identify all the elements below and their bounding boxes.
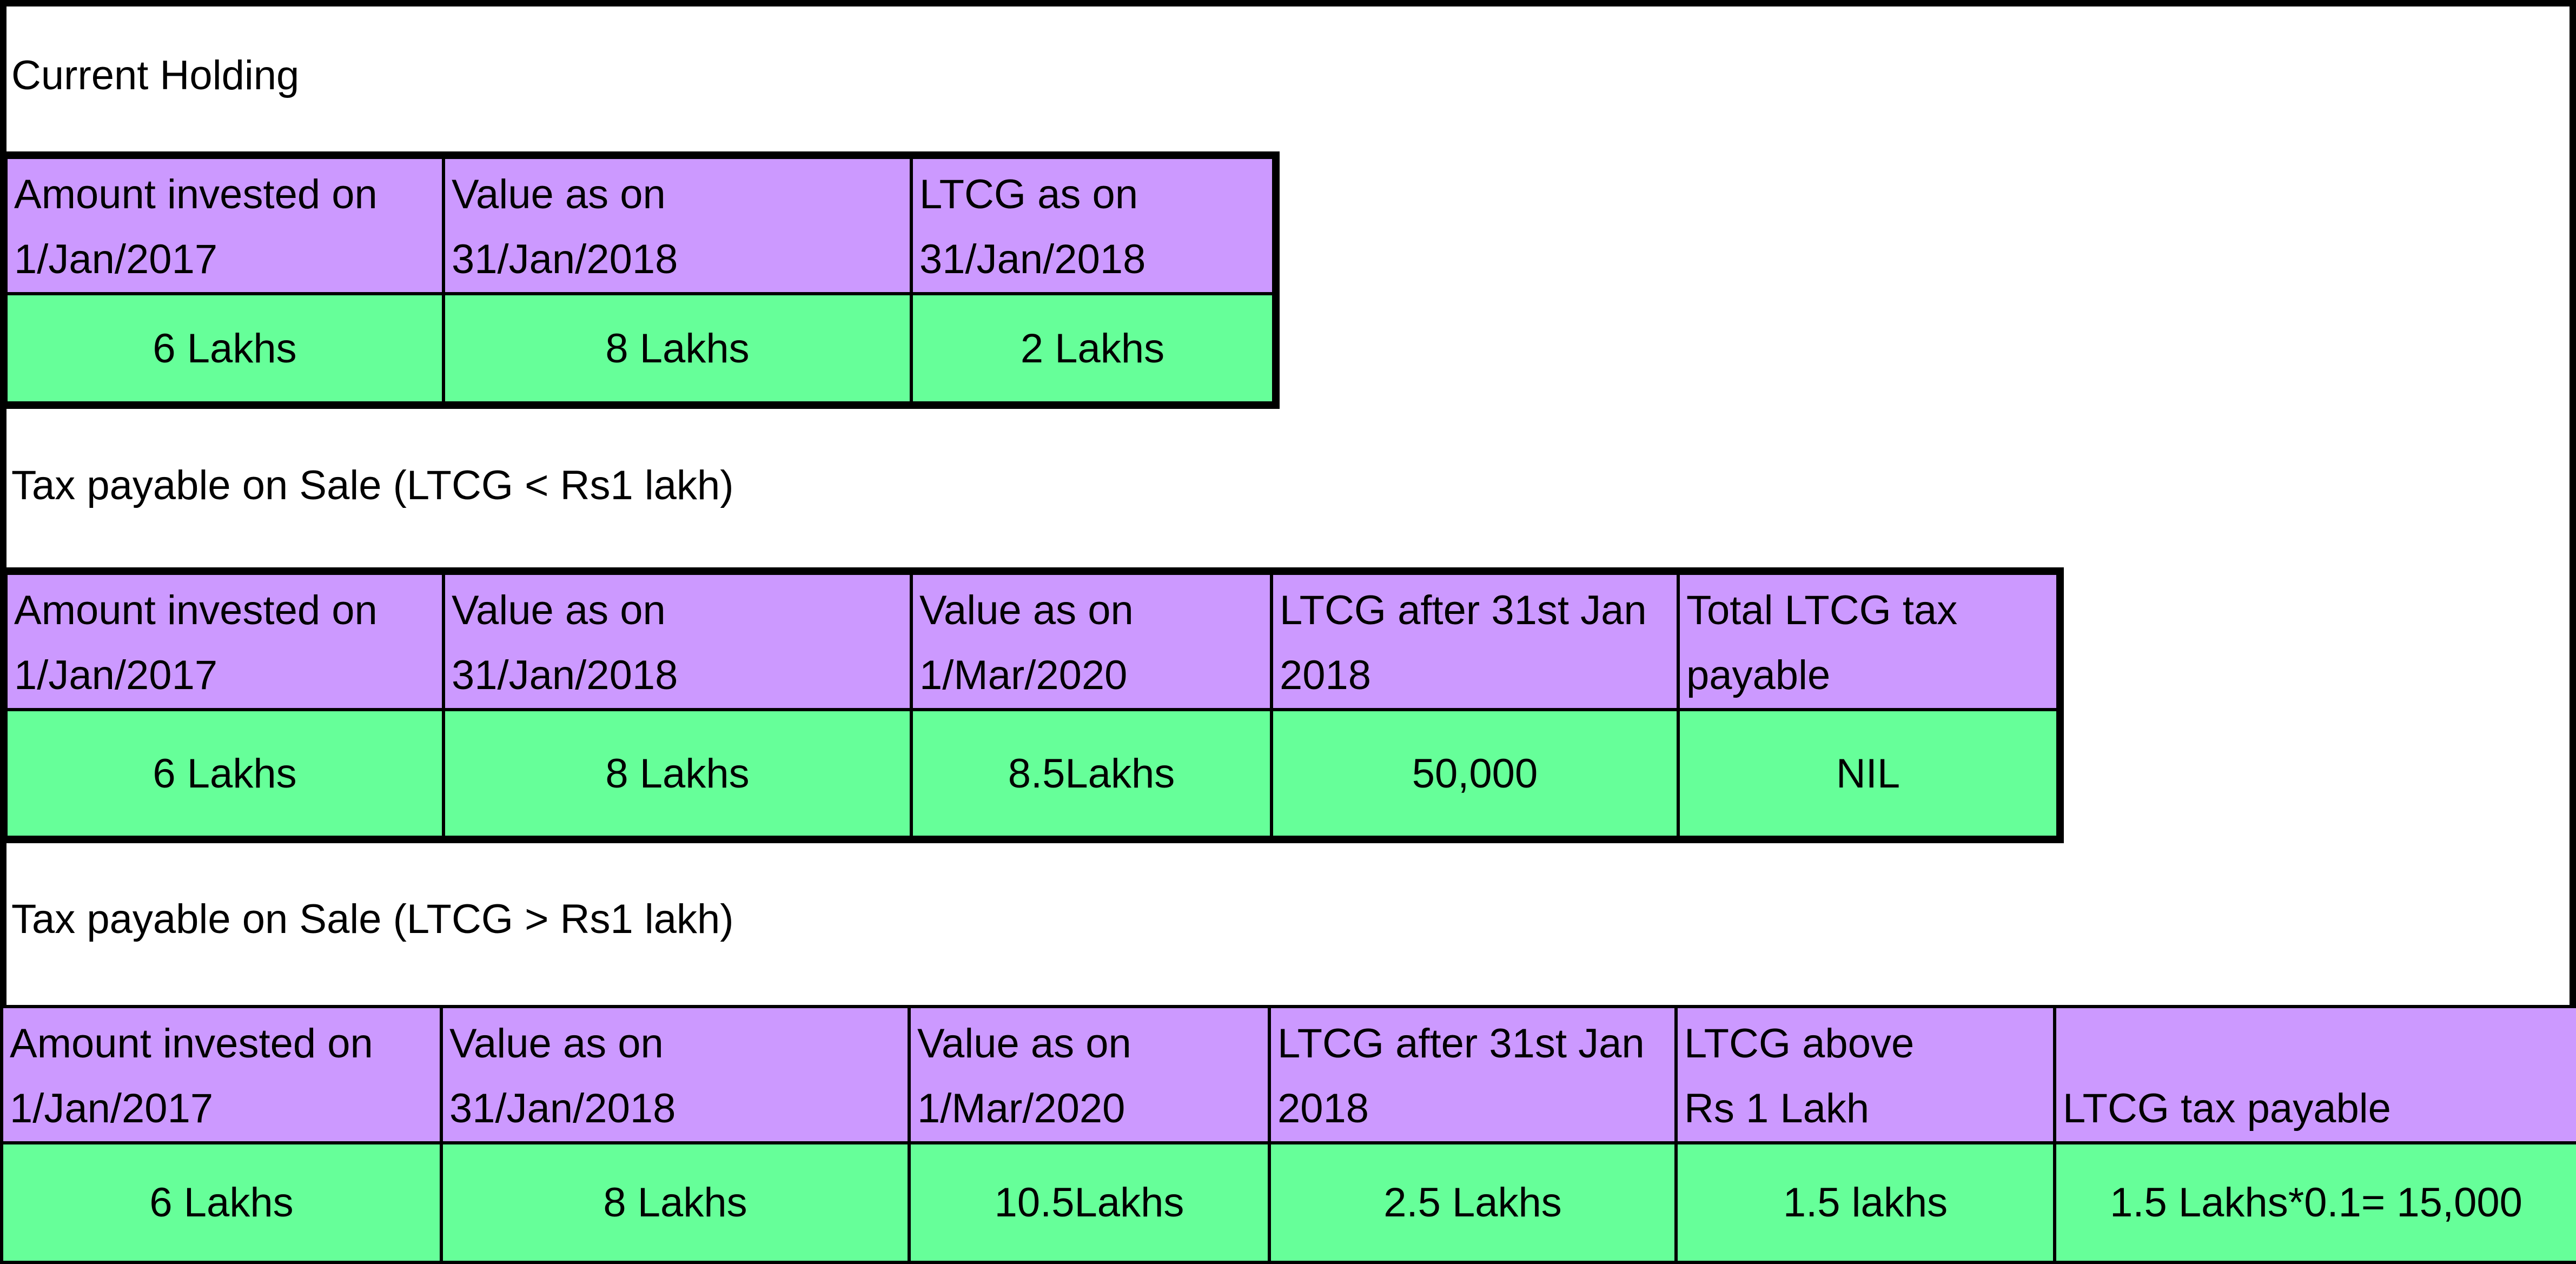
header-cell-value-jan-2018: Value as on 31/Jan/2018 bbox=[442, 154, 913, 295]
header-cell-ltcg-after-jan-2018: LTCG after 31st Jan 2018 bbox=[1270, 570, 1680, 711]
value-cell: 1.5 Lakhs*0.1= 15,000 bbox=[2053, 1141, 2576, 1264]
value-cell: 2 Lakhs bbox=[910, 292, 1277, 407]
header-cell-value-jan-2018: Value as on 31/Jan/2018 bbox=[440, 1005, 911, 1144]
header-cell-amount-invested: Amount invested on 1/Jan/2017 bbox=[0, 1005, 443, 1144]
table-header-row: Amount invested on 1/Jan/2017 Value as o… bbox=[2, 570, 2062, 711]
value-cell: 50,000 bbox=[1270, 708, 1680, 841]
value-cell: 10.5Lakhs bbox=[908, 1141, 1271, 1264]
section-title-ltcg-above-1-lakh: Tax payable on Sale (LTCG > Rs1 lakh) bbox=[11, 896, 734, 942]
value-cell: NIL bbox=[1677, 708, 2062, 841]
section-title-current-holding: Current Holding bbox=[11, 52, 300, 98]
table-ltcg-above-1-lakh: Amount invested on 1/Jan/2017 Value as o… bbox=[0, 1005, 2576, 1264]
table-value-row: 6 Lakhs 8 Lakhs 8.5Lakhs 50,000 NIL bbox=[2, 708, 2062, 841]
value-cell: 1.5 lakhs bbox=[1674, 1141, 2056, 1264]
table-header-row: Amount invested on 1/Jan/2017 Value as o… bbox=[0, 1005, 2576, 1144]
header-cell-amount-invested: Amount invested on 1/Jan/2017 bbox=[2, 154, 445, 295]
section-title-ltcg-below-1-lakh: Tax payable on Sale (LTCG < Rs1 lakh) bbox=[11, 462, 734, 508]
value-cell: 6 Lakhs bbox=[0, 1141, 443, 1264]
header-cell-ltcg-jan-2018: LTCG as on 31/Jan/2018 bbox=[910, 154, 1277, 295]
value-cell: 2.5 Lakhs bbox=[1268, 1141, 1678, 1264]
table-current-holding: Amount invested on 1/Jan/2017 Value as o… bbox=[0, 151, 1280, 409]
value-cell: 8 Lakhs bbox=[442, 292, 913, 407]
value-cell: 6 Lakhs bbox=[2, 292, 445, 407]
table-header-row: Amount invested on 1/Jan/2017 Value as o… bbox=[2, 154, 1277, 295]
table-value-row: 6 Lakhs 8 Lakhs 10.5Lakhs 2.5 Lakhs 1.5 … bbox=[0, 1141, 2576, 1264]
header-cell-value-mar-2020: Value as on 1/Mar/2020 bbox=[908, 1005, 1271, 1144]
header-cell-value-jan-2018: Value as on 31/Jan/2018 bbox=[442, 570, 913, 711]
header-cell-amount-invested: Amount invested on 1/Jan/2017 bbox=[2, 570, 445, 711]
table-value-row: 6 Lakhs 8 Lakhs 2 Lakhs bbox=[2, 292, 1277, 407]
header-cell-ltcg-after-jan-2018: LTCG after 31st Jan 2018 bbox=[1268, 1005, 1678, 1144]
header-cell-value-mar-2020: Value as on 1/Mar/2020 bbox=[910, 570, 1273, 711]
value-cell: 8.5Lakhs bbox=[910, 708, 1273, 841]
value-cell: 8 Lakhs bbox=[440, 1141, 911, 1264]
header-cell-total-ltcg-tax: Total LTCG tax payable bbox=[1677, 570, 2062, 711]
header-cell-ltcg-tax-payable: LTCG tax payable bbox=[2053, 1005, 2576, 1144]
table-ltcg-below-1-lakh: Amount invested on 1/Jan/2017 Value as o… bbox=[0, 567, 2064, 843]
value-cell: 8 Lakhs bbox=[442, 708, 913, 841]
header-cell-ltcg-above-1-lakh: LTCG above Rs 1 Lakh bbox=[1674, 1005, 2056, 1144]
value-cell: 6 Lakhs bbox=[2, 708, 445, 841]
